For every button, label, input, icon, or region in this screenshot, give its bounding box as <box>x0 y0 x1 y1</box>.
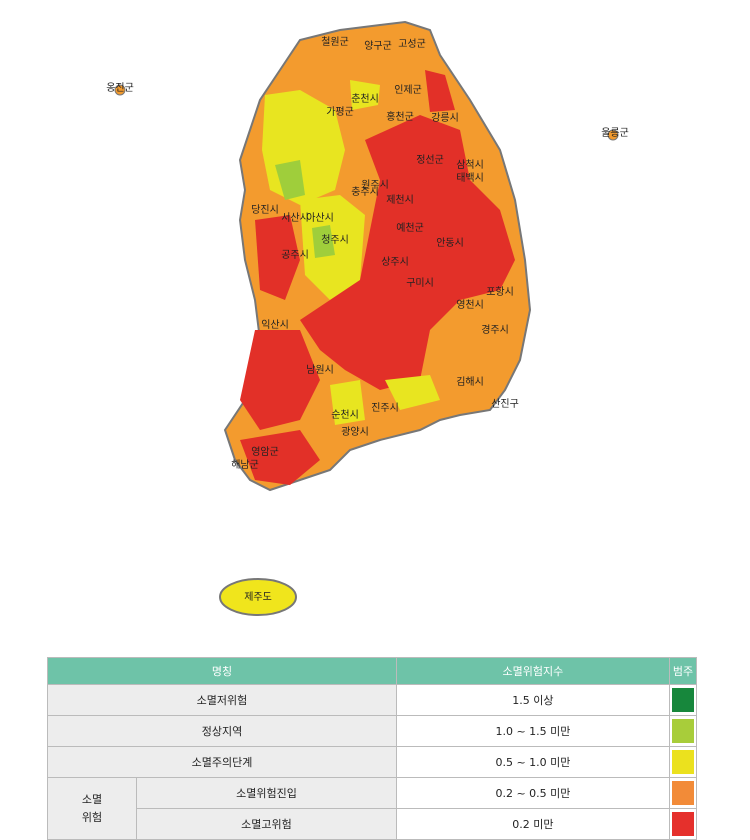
color-swatch <box>671 750 694 774</box>
region-yellow <box>330 380 365 425</box>
island <box>607 129 619 141</box>
island <box>114 84 126 96</box>
color-cell <box>668 746 698 778</box>
range-cell: 1.0 ~ 1.5 미만 <box>395 715 670 747</box>
region-label: 당진시 <box>251 204 279 216</box>
header-cell: 명칭 <box>47 657 397 685</box>
region-label: 영천시 <box>456 299 484 311</box>
region-label: 산진구 <box>491 398 519 410</box>
region-label: 정선군 <box>416 154 444 166</box>
row: 소멸 위험 소멸위험진입 0.2 ~ 0.5 미만 <box>47 777 698 840</box>
group-cell: 소멸 위험 <box>47 777 137 840</box>
region-red <box>425 70 455 112</box>
region-label: 해남군 <box>231 458 259 471</box>
color-cell <box>668 808 698 840</box>
peninsula <box>114 20 619 616</box>
color-swatch <box>671 688 694 712</box>
color-cell <box>668 684 698 716</box>
region-red <box>240 430 320 485</box>
region-label: 남원시 <box>306 364 334 376</box>
range-cell: 0.2 ~ 0.5 미만 <box>395 777 670 809</box>
region-label: 아산시 <box>306 212 334 224</box>
name-cell: 소멸위험진입 <box>136 777 397 809</box>
region-label: 김해시 <box>456 375 484 388</box>
region-label: 충주시 <box>351 186 379 198</box>
region-label: 진주시 <box>371 402 399 414</box>
region-label: 홍천군 <box>386 110 414 123</box>
region-label: 익산시 <box>261 319 289 331</box>
legend-table: 명칭 소멸위험지수 범주 소멸저위험 1.5 이상 정상지역 1.0 ~ 1.5 미만… <box>47 657 698 840</box>
color-swatch <box>671 812 694 836</box>
region-label: 안동시 <box>436 237 464 249</box>
name-cell: 정상지역 <box>47 715 397 747</box>
header-cell: 범주 <box>668 657 698 685</box>
region-label: 옹진군 <box>106 82 134 94</box>
region-red <box>300 115 515 390</box>
region-yellow <box>385 375 440 410</box>
region-label: 양구군 <box>364 40 392 52</box>
region-red <box>240 330 320 430</box>
region-label: 제주도 <box>244 591 272 603</box>
row: 정상지역 1.0 ~ 1.5 미만 <box>47 715 698 747</box>
region-label: 공주시 <box>281 249 309 261</box>
region-label: 영암군 <box>251 446 279 458</box>
region-label: 순천시 <box>331 409 359 421</box>
region-label: 경주시 <box>481 323 509 336</box>
color-swatch <box>671 719 694 743</box>
region-label: 태백시 <box>456 172 484 184</box>
region-label: 상주시 <box>381 256 409 268</box>
region-label: 울릉군 <box>601 127 629 139</box>
region-green <box>275 160 305 200</box>
range-cell: 0.5 ~ 1.0 미만 <box>395 746 670 778</box>
region-red <box>255 215 300 300</box>
row: 소멸주의단계 0.5 ~ 1.0 미만 <box>47 746 698 778</box>
region-label: 구미시 <box>406 277 434 289</box>
name-cell: 소멸주의단계 <box>47 746 397 778</box>
header-row: 명칭 소멸위험지수 범주 <box>47 657 698 685</box>
region-label: 광양시 <box>341 426 369 438</box>
region-label: 청주시 <box>321 234 349 246</box>
name-cell: 소멸저위험 <box>47 684 397 716</box>
range-cell: 0.2 미만 <box>395 808 670 840</box>
region-label: 고성군 <box>398 38 426 50</box>
region-label: 서산시 <box>281 212 309 224</box>
island-jeju <box>219 578 297 616</box>
row: 소멸저위험 1.5 이상 <box>47 684 698 716</box>
name-cell: 소멸고위험 <box>136 808 397 840</box>
region-label: 인제군 <box>394 84 422 96</box>
region-label: 원주시 <box>361 179 389 191</box>
color-cell <box>668 715 698 747</box>
region-label: 철원군 <box>321 36 349 48</box>
region-label: 춘천시 <box>351 93 379 105</box>
region-label: 제천시 <box>386 194 414 206</box>
color-swatch <box>671 781 694 805</box>
region-green <box>312 225 335 258</box>
region-label: 강릉시 <box>431 112 459 124</box>
region-label: 삼척시 <box>456 159 484 171</box>
color-cell <box>668 777 698 809</box>
region-label: 포항시 <box>486 286 514 298</box>
range-cell: 1.5 이상 <box>395 684 670 716</box>
row: 소멸고위험 0.2 미만 <box>48 808 698 840</box>
region-label: 가평군 <box>326 106 354 118</box>
header-cell: 소멸위험지수 <box>395 657 670 685</box>
region-label: 예천군 <box>396 222 424 234</box>
region-yellow <box>350 80 380 110</box>
